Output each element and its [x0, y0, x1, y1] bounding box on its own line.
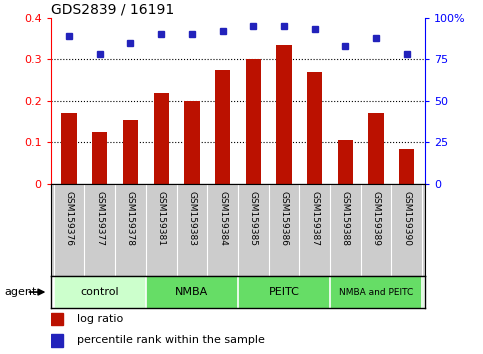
Bar — [215, 70, 230, 184]
Bar — [51, 313, 63, 325]
Text: GSM159389: GSM159389 — [371, 192, 381, 246]
Bar — [123, 120, 138, 184]
Bar — [154, 93, 169, 184]
Bar — [276, 45, 292, 184]
Bar — [51, 334, 63, 347]
Bar — [245, 59, 261, 184]
Bar — [54, 276, 146, 308]
Text: GSM159387: GSM159387 — [310, 192, 319, 246]
Text: agent: agent — [5, 287, 37, 297]
Bar — [399, 149, 414, 184]
Bar — [61, 113, 77, 184]
Bar — [146, 276, 238, 308]
Bar — [330, 276, 422, 308]
Text: GSM159378: GSM159378 — [126, 192, 135, 246]
Bar — [338, 141, 353, 184]
Text: control: control — [81, 287, 119, 297]
Text: PEITC: PEITC — [269, 287, 299, 297]
Text: GSM159388: GSM159388 — [341, 192, 350, 246]
Text: GDS2839 / 16191: GDS2839 / 16191 — [51, 2, 174, 17]
Text: log ratio: log ratio — [77, 314, 123, 324]
Text: GSM159386: GSM159386 — [279, 192, 288, 246]
Text: percentile rank within the sample: percentile rank within the sample — [77, 335, 265, 345]
Text: NMBA and PEITC: NMBA and PEITC — [339, 287, 413, 297]
Bar — [307, 72, 322, 184]
Bar — [184, 101, 199, 184]
Text: GSM159377: GSM159377 — [95, 192, 104, 246]
Text: GSM159376: GSM159376 — [65, 192, 73, 246]
Text: GSM159390: GSM159390 — [402, 192, 411, 246]
Bar — [368, 113, 384, 184]
Text: GSM159385: GSM159385 — [249, 192, 258, 246]
Bar — [92, 132, 108, 184]
Text: GSM159383: GSM159383 — [187, 192, 197, 246]
Text: GSM159384: GSM159384 — [218, 192, 227, 246]
Text: NMBA: NMBA — [175, 287, 209, 297]
Text: GSM159381: GSM159381 — [156, 192, 166, 246]
Bar — [238, 276, 330, 308]
